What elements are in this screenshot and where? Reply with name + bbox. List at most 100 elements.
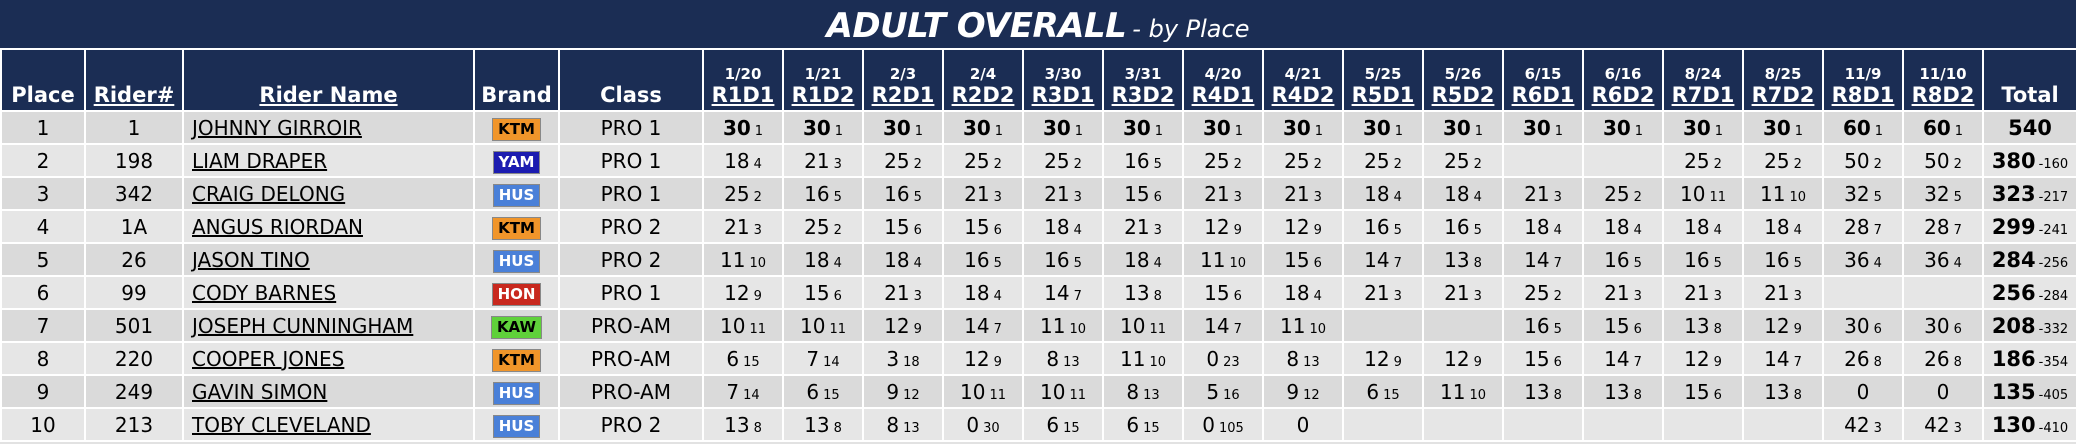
race-code[interactable]: R7D2 xyxy=(1751,83,1815,107)
points: 21 xyxy=(724,214,750,239)
rider-name-header[interactable]: Rider Name xyxy=(182,50,475,112)
race-result: 25 2 xyxy=(702,176,784,211)
brand-cell: HUS xyxy=(473,242,560,277)
points: 15 xyxy=(1684,379,1710,404)
race-code[interactable]: R8D1 xyxy=(1831,83,1895,107)
points: 15 xyxy=(884,214,910,239)
points: 0 xyxy=(1206,346,1220,371)
brand-badge: KTM xyxy=(492,117,541,141)
rider-name[interactable]: CRAIG DELONG xyxy=(182,176,475,211)
brand-cell: HUS xyxy=(473,176,560,211)
race-code[interactable]: R3D1 xyxy=(1031,83,1095,107)
points-behind: -241 xyxy=(2038,222,2069,238)
position: 8 xyxy=(1153,288,1162,304)
points: 30 xyxy=(1442,115,1471,140)
race-result: 18 4 xyxy=(782,242,864,277)
points: 11 xyxy=(1200,247,1226,272)
race-code[interactable]: R4D1 xyxy=(1191,83,1255,107)
position: 6 xyxy=(993,222,1002,238)
total-cell: 284 -256 xyxy=(1982,242,2076,277)
points: 32 xyxy=(1844,181,1870,206)
race-code[interactable]: R2D1 xyxy=(871,83,935,107)
rider-name[interactable]: CODY BARNES xyxy=(182,275,475,310)
place-header: Place xyxy=(0,50,86,112)
rider-name[interactable]: JASON TINO xyxy=(182,242,475,277)
rider-name[interactable]: JOHNNY GIRROIR xyxy=(182,110,475,145)
position: 2 xyxy=(833,222,842,238)
race-result: 21 3 xyxy=(1342,275,1424,310)
points: 13 xyxy=(804,412,830,437)
race-code[interactable]: R3D2 xyxy=(1111,83,1175,107)
points: 11 xyxy=(1280,313,1306,338)
brand-badge: HUS xyxy=(492,249,541,273)
race-code[interactable]: R8D2 xyxy=(1911,83,1975,107)
position: 1 xyxy=(1794,123,1804,139)
race-code[interactable]: R4D2 xyxy=(1271,83,1335,107)
position: 15 xyxy=(743,354,760,370)
points: 25 xyxy=(804,214,830,239)
race-code[interactable]: R2D2 xyxy=(951,83,1015,107)
rider-name[interactable]: ANGUS RIORDAN xyxy=(182,209,475,244)
race-code[interactable]: R6D2 xyxy=(1591,83,1655,107)
race-result: 13 8 xyxy=(1742,374,1824,409)
position: 2 xyxy=(1873,156,1882,172)
position: 8 xyxy=(1553,387,1562,403)
title-bar: ADULT OVERALL - by Place xyxy=(0,0,2076,50)
points: 21 xyxy=(884,280,910,305)
position: 10 xyxy=(1229,255,1246,271)
rider-name[interactable]: COOPER JONES xyxy=(182,341,475,376)
rider-name[interactable]: LIAM DRAPER xyxy=(182,143,475,178)
points: 13 xyxy=(724,412,750,437)
rider-name[interactable]: GAVIN SIMON xyxy=(182,374,475,409)
place: 10 xyxy=(0,407,86,442)
rider-number: 1A xyxy=(84,209,184,244)
position: 8 xyxy=(1953,354,1962,370)
position: 3 xyxy=(1793,288,1802,304)
race-result: 10 11 xyxy=(1102,308,1184,343)
position: 23 xyxy=(1223,354,1240,370)
total-cell: 256 -284 xyxy=(1982,275,2076,310)
points: 12 xyxy=(964,346,990,371)
position: 4 xyxy=(1553,222,1562,238)
race-result: 30 1 xyxy=(1182,110,1264,145)
position: 18 xyxy=(903,354,920,370)
position: 1 xyxy=(1234,123,1244,139)
race-header: 6/16 R6D2 xyxy=(1582,50,1664,112)
brand-badge: HON xyxy=(491,282,542,306)
race-code[interactable]: R6D1 xyxy=(1511,83,1575,107)
race-result: 13 8 xyxy=(1662,308,1744,343)
points: 12 xyxy=(1204,214,1230,239)
brand-cell: KTM xyxy=(473,110,560,145)
total-cell: 135 -405 xyxy=(1982,374,2076,409)
race-result: 25 2 xyxy=(1262,143,1344,178)
rider-name[interactable]: TOBY CLEVELAND xyxy=(182,407,475,442)
rider-number-header[interactable]: Rider# xyxy=(84,50,184,112)
race-result: 18 4 xyxy=(862,242,944,277)
race-code[interactable]: R5D2 xyxy=(1431,83,1495,107)
class: PRO-AM xyxy=(558,374,704,409)
race-code[interactable]: R1D2 xyxy=(791,83,855,107)
race-result: 25 2 xyxy=(862,143,944,178)
points: 5 xyxy=(1206,379,1220,404)
race-result xyxy=(1502,407,1584,442)
race-result: 25 2 xyxy=(1342,143,1424,178)
points: 16 xyxy=(1124,148,1150,173)
race-result: 0 xyxy=(1822,374,1904,409)
subtitle: - by Place xyxy=(1132,15,1250,43)
race-result: 13 8 xyxy=(1502,374,1584,409)
race-code[interactable]: R5D1 xyxy=(1351,83,1415,107)
points: 30 xyxy=(962,115,991,140)
position: 15 xyxy=(1063,420,1080,436)
race-code[interactable]: R7D1 xyxy=(1671,83,1735,107)
race-result: 60 1 xyxy=(1902,110,1984,145)
race-code[interactable]: R1D1 xyxy=(711,83,775,107)
race-result: 21 3 xyxy=(1022,176,1104,211)
position: 15 xyxy=(1143,420,1160,436)
race-result: 15 6 xyxy=(862,209,944,244)
rider-name[interactable]: JOSEPH CUNNINGHAM xyxy=(182,308,475,343)
points: 16 xyxy=(1044,247,1070,272)
points: 6 xyxy=(726,346,740,371)
points: 18 xyxy=(884,247,910,272)
position: 2 xyxy=(1793,156,1802,172)
points: 30 xyxy=(882,115,911,140)
